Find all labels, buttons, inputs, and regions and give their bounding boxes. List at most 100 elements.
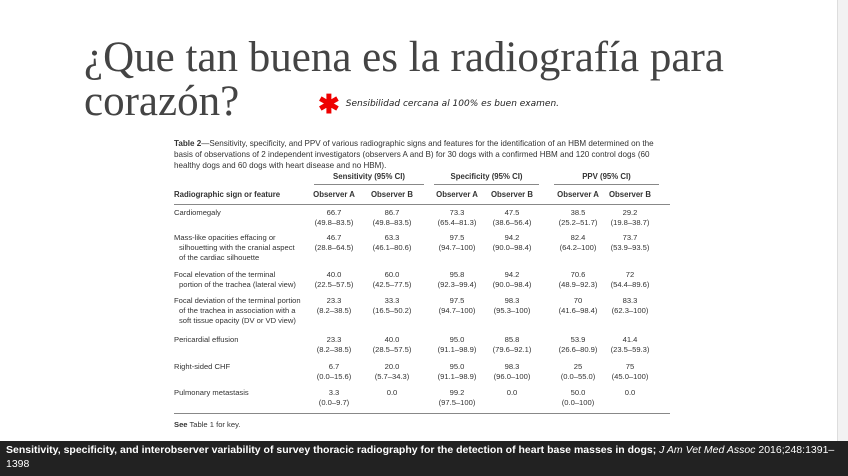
row-label: Cardiomegaly	[174, 208, 329, 218]
row-label-line: Focal elevation of the terminal	[174, 270, 276, 279]
row-label-line: Focal deviation of the terminal portion	[174, 296, 301, 305]
cell-ci: (25.2–51.7)	[558, 218, 598, 227]
cell-ci: (62.3–100)	[611, 306, 649, 315]
cell-value: 33.3	[384, 296, 400, 305]
row-label-line: of the cardiac silhouette	[179, 253, 260, 262]
table-cell: 46.7 (28.8–64.5)	[304, 233, 364, 253]
cell-ci: (64.2–100)	[559, 243, 597, 252]
cell-ci: (38.6–56.4)	[492, 218, 532, 227]
cell-value: 94.2	[504, 270, 520, 279]
cell-value: 73.3	[449, 208, 465, 217]
table-cell: 70 (41.6–98.4)	[548, 296, 608, 316]
table-cell: 94.2 (90.0–98.4)	[482, 270, 542, 290]
cell-value: 70.6	[570, 270, 586, 279]
cell-value: 41.4	[622, 335, 638, 344]
cell-ci: (94.7–100)	[438, 243, 476, 252]
cell-value: 0.0	[506, 388, 518, 397]
table-cell: 33.3 (16.5–50.2)	[362, 296, 422, 316]
table-cell: 29.2 (19.8–38.7)	[600, 208, 660, 228]
slide-title: ¿Que tan buena es la radiografía para co…	[84, 34, 724, 125]
cell-value: 38.5	[570, 208, 586, 217]
table-cell: 25 (0.0–55.0)	[548, 362, 608, 382]
cell-value: 95.0	[449, 362, 465, 371]
cell-ci: (23.5–59.3)	[610, 345, 650, 354]
cell-ci: (90.0–98.4)	[492, 280, 532, 289]
table-caption: Table 2—Sensitivity, specificity, and PP…	[174, 139, 654, 170]
cell-ci: (26.6–80.9)	[558, 345, 598, 354]
cell-value: 82.4	[570, 233, 586, 242]
table-cell: 50.0 (0.0–100)	[548, 388, 608, 408]
group-sensitivity: Sensitivity (95% CI)	[314, 172, 424, 185]
table-cell: 66.7 (49.8–83.5)	[304, 208, 364, 228]
cell-value: 73.7	[622, 233, 638, 242]
table-cell: 40.0 (22.5–57.5)	[304, 270, 364, 290]
table-cell: 97.5 (94.7–100)	[427, 233, 487, 253]
header-ppv-a: Observer A	[557, 190, 599, 199]
scrollbar[interactable]	[837, 0, 848, 476]
cell-value: 75	[625, 362, 635, 371]
table-cell: 47.5 (38.6–56.4)	[482, 208, 542, 228]
cell-value: 6.7	[328, 362, 340, 371]
cell-ci: (42.5–77.5)	[372, 280, 412, 289]
cell-ci: (8.2–38.5)	[316, 345, 352, 354]
cell-ci: (79.6–92.1)	[492, 345, 532, 354]
cell-value: 60.0	[384, 270, 400, 279]
cell-ci: (91.1–98.9)	[437, 372, 477, 381]
cell-value: 98.3	[504, 362, 520, 371]
table-cell: 0.0	[600, 388, 660, 398]
annotation-note: ✱ Sensibilidad cercana al 100% es buen e…	[318, 91, 560, 117]
cell-value: 72	[625, 270, 635, 279]
cell-value: 95.8	[449, 270, 465, 279]
table-cell: 0.0	[362, 388, 422, 398]
cell-ci: (95.3–100)	[493, 306, 531, 315]
cell-ci: (96.0–100)	[493, 372, 531, 381]
header-divider	[174, 204, 670, 205]
table-cell: 63.3 (46.1–80.6)	[362, 233, 422, 253]
cell-value: 46.7	[326, 233, 342, 242]
group-ppv: PPV (95% CI)	[554, 172, 659, 185]
cell-ci: (45.0–100)	[611, 372, 649, 381]
cell-value: 99.2	[449, 388, 465, 397]
table-cell: 3.3 (0.0–9.7)	[304, 388, 364, 408]
cell-ci: (0.0–100)	[561, 398, 595, 407]
row-label: Pericardial effusion	[174, 335, 329, 345]
row-label-line: Cardiomegaly	[174, 208, 221, 217]
table-cell: 23.3 (8.2–38.5)	[304, 296, 364, 316]
table-cell: 0.0	[482, 388, 542, 398]
cell-value: 97.5	[449, 233, 465, 242]
cell-value: 3.3	[328, 388, 340, 397]
cell-value: 95.0	[449, 335, 465, 344]
row-label-line: Right-sided CHF	[174, 362, 231, 371]
cell-value: 53.9	[570, 335, 586, 344]
cell-ci: (5.7–34.3)	[374, 372, 410, 381]
cell-ci: (41.6–98.4)	[558, 306, 598, 315]
table-cell: 23.3 (8.2–38.5)	[304, 335, 364, 355]
table-cell: 82.4 (64.2–100)	[548, 233, 608, 253]
table-cell: 95.8 (92.3–99.4)	[427, 270, 487, 290]
header-sens-b: Observer B	[370, 190, 414, 199]
header-spec-b: Observer B	[490, 190, 534, 199]
annotation-text: Sensibilidad cercana al 100% es buen exa…	[345, 99, 560, 109]
cell-value: 94.2	[504, 233, 520, 242]
table-cell: 53.9 (26.6–80.9)	[548, 335, 608, 355]
row-label-line: Pericardial effusion	[174, 335, 239, 344]
cell-value: 0.0	[624, 388, 636, 397]
cell-ci: (53.9–93.5)	[610, 243, 650, 252]
table-cell: 73.7 (53.9–93.5)	[600, 233, 660, 253]
row-label: Mass-like opacities effacing or silhouett…	[174, 233, 329, 263]
table-cell: 41.4 (23.5–59.3)	[600, 335, 660, 355]
table-bottom-divider	[174, 413, 670, 414]
cell-value: 98.3	[504, 296, 520, 305]
cell-ci: (54.4–89.6)	[610, 280, 650, 289]
cell-ci: (19.8–38.7)	[610, 218, 650, 227]
header-sens-a: Observer A	[313, 190, 355, 199]
cell-ci: (49.8–83.5)	[314, 218, 354, 227]
row-label: Pulmonary metastasis	[174, 388, 329, 398]
cell-ci: (48.9–92.3)	[558, 280, 598, 289]
cell-value: 20.0	[384, 362, 400, 371]
cell-value: 66.7	[326, 208, 342, 217]
cell-value: 23.3	[326, 296, 342, 305]
table-cell: 70.6 (48.9–92.3)	[548, 270, 608, 290]
table-cell: 83.3 (62.3–100)	[600, 296, 660, 316]
table-cell: 94.2 (90.0–98.4)	[482, 233, 542, 253]
